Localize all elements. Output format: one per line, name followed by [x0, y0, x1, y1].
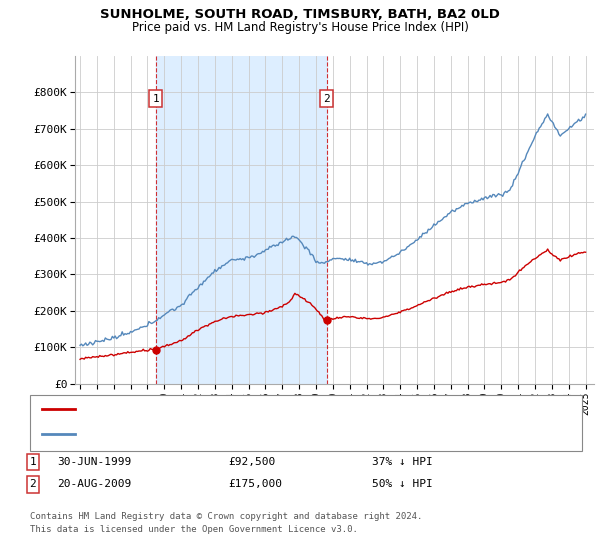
Text: SUNHOLME, SOUTH ROAD, TIMSBURY, BATH, BA2 0LD: SUNHOLME, SOUTH ROAD, TIMSBURY, BATH, BA…: [100, 8, 500, 21]
Text: 2: 2: [323, 94, 330, 104]
Text: HPI: Average price, detached house, Bath and North East Somerset: HPI: Average price, detached house, Bath…: [81, 429, 481, 439]
Text: 20-AUG-2009: 20-AUG-2009: [57, 479, 131, 489]
Text: Price paid vs. HM Land Registry's House Price Index (HPI): Price paid vs. HM Land Registry's House …: [131, 21, 469, 34]
Bar: [156, 56, 326, 384]
Text: Contains HM Land Registry data © Crown copyright and database right 2024.
This d: Contains HM Land Registry data © Crown c…: [30, 512, 422, 534]
Text: 30-JUN-1999: 30-JUN-1999: [57, 457, 131, 467]
Text: £92,500: £92,500: [228, 457, 275, 467]
Text: 1: 1: [152, 94, 159, 104]
Text: 37% ↓ HPI: 37% ↓ HPI: [372, 457, 433, 467]
Text: SUNHOLME, SOUTH ROAD, TIMSBURY, BATH, BA2 0LD (detached house): SUNHOLME, SOUTH ROAD, TIMSBURY, BATH, BA…: [81, 404, 469, 414]
Text: 2: 2: [29, 479, 37, 489]
Text: 50% ↓ HPI: 50% ↓ HPI: [372, 479, 433, 489]
Text: 1: 1: [29, 457, 37, 467]
Text: £175,000: £175,000: [228, 479, 282, 489]
